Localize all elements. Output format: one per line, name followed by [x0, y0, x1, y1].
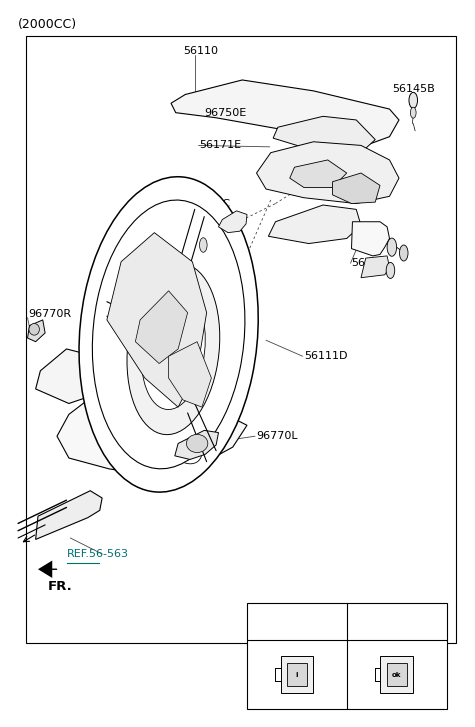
Text: 56991C: 56991C	[188, 198, 231, 209]
Ellipse shape	[409, 92, 418, 108]
Text: (2000CC): (2000CC)	[18, 18, 77, 31]
Text: 96715B: 96715B	[378, 616, 416, 627]
Ellipse shape	[142, 289, 205, 409]
Polygon shape	[28, 320, 45, 342]
Ellipse shape	[127, 263, 220, 435]
Polygon shape	[36, 349, 102, 403]
Polygon shape	[268, 205, 361, 244]
Bar	[287, 663, 307, 686]
Polygon shape	[256, 142, 399, 204]
Text: 96770R: 96770R	[28, 309, 72, 319]
Text: 56171E: 56171E	[200, 140, 242, 150]
Polygon shape	[361, 256, 390, 278]
Polygon shape	[107, 233, 207, 407]
Polygon shape	[352, 222, 390, 256]
Bar	[387, 663, 407, 686]
Polygon shape	[36, 491, 102, 539]
Text: FR.: FR.	[48, 580, 72, 593]
Text: ok: ok	[392, 672, 401, 678]
Text: 56110: 56110	[183, 46, 218, 56]
Bar	[281, 656, 313, 694]
Ellipse shape	[173, 438, 202, 464]
Text: 56145B: 56145B	[392, 84, 435, 94]
Polygon shape	[57, 389, 247, 476]
Ellipse shape	[399, 245, 408, 261]
Polygon shape	[135, 291, 188, 364]
Ellipse shape	[186, 434, 208, 452]
Polygon shape	[169, 342, 211, 407]
Text: i: i	[295, 672, 298, 678]
Text: 96770L: 96770L	[256, 431, 298, 441]
Polygon shape	[218, 211, 247, 233]
Text: REF.56-563: REF.56-563	[66, 549, 129, 559]
Polygon shape	[171, 80, 399, 145]
Ellipse shape	[200, 238, 207, 252]
Polygon shape	[332, 173, 380, 204]
Bar	[380, 656, 413, 694]
Ellipse shape	[29, 324, 39, 335]
Ellipse shape	[92, 200, 245, 469]
Ellipse shape	[410, 108, 416, 119]
Ellipse shape	[387, 238, 397, 256]
Polygon shape	[38, 561, 52, 578]
Polygon shape	[290, 160, 347, 188]
Text: 96750E: 96750E	[204, 108, 247, 118]
Ellipse shape	[386, 262, 395, 278]
Text: 96715A: 96715A	[278, 616, 315, 627]
Ellipse shape	[79, 177, 258, 492]
Polygon shape	[273, 116, 375, 153]
Polygon shape	[175, 430, 218, 459]
Bar	[247, 603, 446, 709]
Bar	[26, 36, 456, 643]
Text: 56111D: 56111D	[304, 351, 348, 361]
Text: 56175: 56175	[352, 258, 387, 268]
